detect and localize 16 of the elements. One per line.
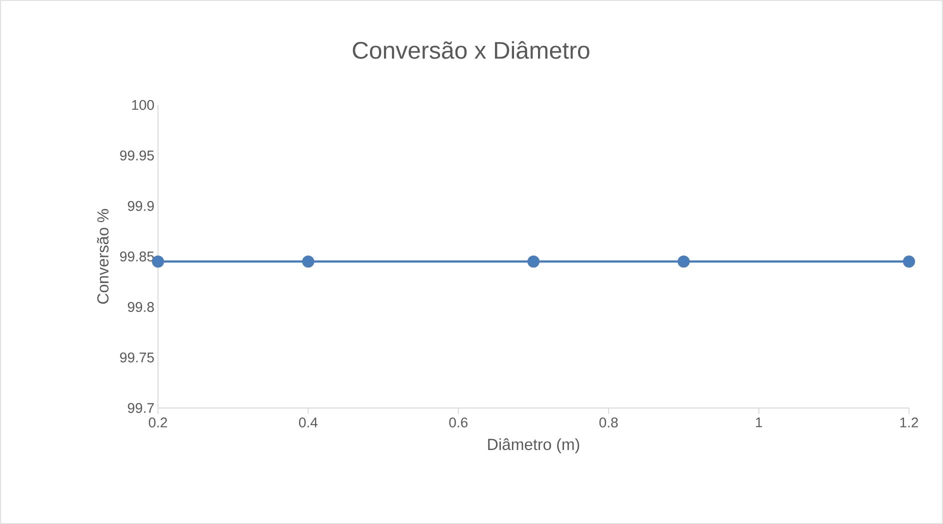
- x-tick-label: 0.8: [599, 418, 618, 428]
- x-tick-label: 0.6: [449, 418, 468, 428]
- y-tick-label: 99.7: [128, 403, 154, 413]
- chart-title: Conversão x Diâmetro: [352, 41, 590, 59]
- y-tick-label: 99.95: [120, 150, 154, 160]
- x-tick-label: 0.2: [148, 418, 168, 428]
- y-tick-label: 99.85: [120, 252, 154, 262]
- x-tick-label: 1: [756, 418, 762, 428]
- y-tick-label: 99.8: [128, 302, 154, 312]
- x-tick-label: 1.2: [900, 418, 918, 428]
- y-tick-label: 99.9: [128, 201, 154, 211]
- x-tick-label: 0.4: [299, 418, 318, 428]
- y-tick-label: 100: [132, 100, 154, 110]
- y-axis-title: Conversão %: [96, 209, 109, 304]
- y-tick-label: 99.75: [120, 352, 154, 362]
- x-axis-title: Diâmetro (m): [488, 438, 580, 454]
